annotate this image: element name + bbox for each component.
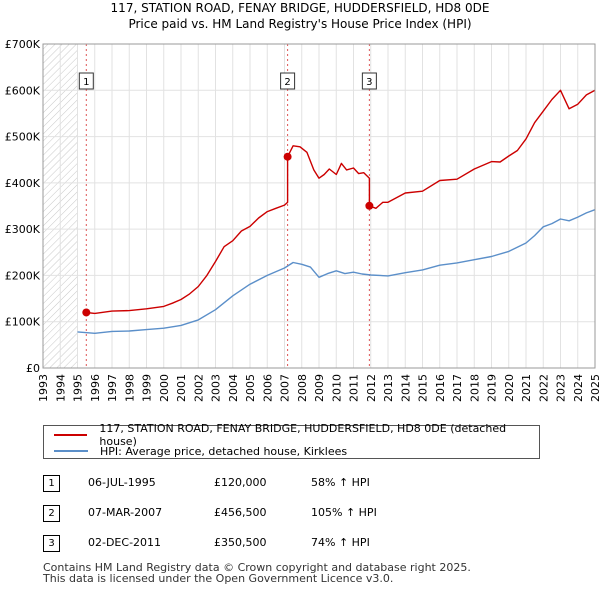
legend-label-hpi: HPI: Average price, detached house, Kirk… xyxy=(100,444,348,458)
sale-marker-badge xyxy=(361,72,377,90)
y-tick-label: £200K xyxy=(5,269,41,282)
sale-hpi-change: 58% ↑ HPI xyxy=(311,476,370,489)
sale-price: £120,000 xyxy=(214,476,267,489)
series-line-property xyxy=(86,89,596,315)
x-tick-label: 2024 xyxy=(572,374,585,402)
y-tick-label: £700K xyxy=(5,38,41,51)
x-tick-label: 1999 xyxy=(141,374,154,402)
x-tick-label: 1996 xyxy=(89,374,102,402)
x-tick-label: 2010 xyxy=(330,374,343,402)
sale-marker-badge-label: 3 xyxy=(366,77,372,88)
x-tick-label: 2000 xyxy=(158,374,171,402)
x-tick-label: 2018 xyxy=(468,374,481,402)
x-tick-label: 1994 xyxy=(54,374,67,402)
sale-point xyxy=(82,308,91,317)
sale-hpi-change: 74% ↑ HPI xyxy=(311,536,370,549)
y-tick-label: £400K xyxy=(5,177,41,190)
x-tick-label: 1995 xyxy=(72,374,85,402)
x-tick-label: 2009 xyxy=(313,374,326,402)
x-tick-label: 2025 xyxy=(589,374,600,402)
x-tick-label: 2005 xyxy=(244,374,257,402)
sale-row: 1 06-JUL-1995 £120,000 58% ↑ HPI xyxy=(43,472,463,502)
x-tick-label: 2002 xyxy=(192,374,205,402)
footer-licence: This data is licensed under the Open Gov… xyxy=(43,572,394,585)
x-tick-label: 1993 xyxy=(37,374,50,402)
y-tick-label: £500K xyxy=(5,131,41,144)
y-tick-label: £0 xyxy=(26,362,40,375)
x-tick-label: 2011 xyxy=(348,374,361,402)
price-chart: 1 2 3 £0 £100K £200K £300K £400K £500K £600K £700… xyxy=(5,38,600,402)
sale-number-badge: 2 xyxy=(43,505,60,522)
x-tick-label: 1998 xyxy=(123,374,136,402)
x-tick-label: 2017 xyxy=(451,374,464,402)
y-tick-label: £600K xyxy=(5,84,41,97)
sale-marker-badge-label: 2 xyxy=(284,77,290,88)
sale-hpi-change: 105% ↑ HPI xyxy=(311,506,377,519)
x-tick-label: 2001 xyxy=(175,374,188,402)
sale-point xyxy=(283,152,292,161)
sale-price: £350,500 xyxy=(214,536,267,549)
x-tick-label: 2008 xyxy=(296,374,309,402)
x-tick-label: 2022 xyxy=(537,374,550,402)
legend-item-hpi: HPI: Average price, detached house, Kirk… xyxy=(54,443,347,459)
sale-point xyxy=(365,201,374,210)
x-tick-label: 2014 xyxy=(399,374,412,402)
plot-frame xyxy=(42,43,596,369)
y-tick-label: £100K xyxy=(5,316,41,329)
sale-marker-badge xyxy=(78,72,94,90)
x-tick-label: 2006 xyxy=(261,374,274,402)
y-tick-label: £300K xyxy=(5,223,41,236)
sale-marker-badge xyxy=(280,72,296,90)
sale-date: 06-JUL-1995 xyxy=(88,476,156,489)
x-tick-label: 2020 xyxy=(503,374,516,402)
x-tick-label: 2013 xyxy=(382,374,395,402)
x-tick-label: 2003 xyxy=(210,374,223,402)
x-tick-label: 2004 xyxy=(227,374,240,402)
chart-subtitle: Price paid vs. HM Land Registry's House … xyxy=(128,17,472,31)
sale-number-badge: 3 xyxy=(43,535,60,552)
sale-date: 07-MAR-2007 xyxy=(88,506,163,519)
x-tick-label: 1997 xyxy=(106,374,119,402)
series-line-hpi xyxy=(77,209,596,334)
sale-price: £456,500 xyxy=(214,506,267,519)
x-tick-label: 2023 xyxy=(555,374,568,402)
sale-number-badge: 1 xyxy=(43,475,60,492)
x-tick-label: 2015 xyxy=(417,374,430,402)
x-tick-label: 2019 xyxy=(486,374,499,402)
x-tick-label: 2021 xyxy=(520,374,533,402)
footer-copyright: Contains HM Land Registry data © Crown c… xyxy=(43,561,471,574)
legend-swatch-property xyxy=(54,434,88,436)
chart-title-block: 117, STATION ROAD, FENAY BRIDGE, HUDDERS… xyxy=(0,0,600,32)
sale-row: 3 02-DEC-2011 £350,500 74% ↑ HPI xyxy=(43,532,463,562)
sale-marker-badge-label: 1 xyxy=(83,77,89,88)
x-tick-label: 2016 xyxy=(434,374,447,402)
x-tick-label: 2012 xyxy=(365,374,378,402)
legend: 117, STATION ROAD, FENAY BRIDGE, HUDDERS… xyxy=(43,422,540,459)
x-tick-label: 2007 xyxy=(279,374,292,402)
footer: Contains HM Land Registry data © Crown c… xyxy=(43,562,471,584)
legend-label-property: 117, STATION ROAD, FENAY BRIDGE, HUDDERS… xyxy=(99,422,507,448)
sale-date: 02-DEC-2011 xyxy=(88,536,162,549)
legend-swatch-hpi xyxy=(54,450,88,452)
chart-title: 117, STATION ROAD, FENAY BRIDGE, HUDDERS… xyxy=(110,1,490,15)
sale-row: 2 07-MAR-2007 £456,500 105% ↑ HPI xyxy=(43,502,463,532)
sales-table: 1 06-JUL-1995 £120,000 58% ↑ HPI 2 07-MA… xyxy=(43,472,463,562)
legend-item-property: 117, STATION ROAD, FENAY BRIDGE, HUDDERS… xyxy=(54,422,539,448)
